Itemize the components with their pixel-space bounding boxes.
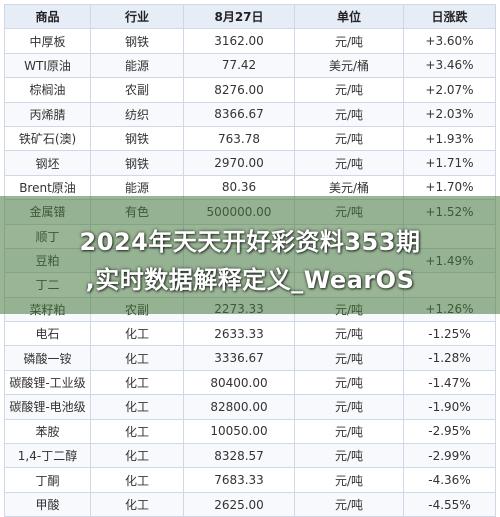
table-row: 铁矿石(澳) 钢铁 763.78 元/吨 +1.93%: [4, 125, 496, 152]
commodity-cell: 碳酸锂-电池级: [4, 394, 91, 420]
industry-cell: 钢铁: [90, 150, 184, 176]
change-cell: +1.93%: [403, 125, 496, 152]
commodity-cell: 丙烯腈: [4, 101, 91, 127]
commodity-cell: WTI原油: [4, 52, 91, 79]
change-cell: +2.03%: [403, 101, 496, 127]
unit-cell: 元/吨: [294, 321, 404, 347]
industry-cell: 能源: [90, 52, 184, 79]
commodity-cell: 碳酸锂-工业级: [4, 369, 91, 396]
price-cell: 10050.00: [183, 418, 295, 445]
unit-cell: 元/吨: [294, 77, 404, 103]
price-cell: 8366.67: [183, 101, 295, 127]
industry-cell: 化工: [90, 345, 184, 371]
table-row: 丁酮 化工 7683.33 元/吨 -4.36%: [4, 467, 496, 493]
table-row: 苯胺 化工 10050.00 元/吨 -2.95%: [4, 418, 496, 445]
table-row: WTI原油 能源 77.42 美元/桶 +3.46%: [4, 52, 496, 79]
unit-cell: 元/吨: [294, 491, 404, 517]
industry-cell: 化工: [90, 369, 184, 396]
price-cell: 2625.00: [183, 491, 295, 517]
industry-cell: 钢铁: [90, 125, 184, 152]
industry-cell: 农副: [90, 77, 184, 103]
change-cell: -2.95%: [403, 418, 496, 445]
header-industry: 行业: [90, 3, 184, 30]
price-cell: 7683.33: [183, 467, 295, 493]
table-row: 碳酸锂-电池级 化工 82800.00 元/吨 -1.90%: [4, 394, 496, 420]
industry-cell: 化工: [90, 467, 184, 493]
change-cell: +1.71%: [403, 150, 496, 176]
table-row: 中厚板 钢铁 3162.00 元/吨 +3.60%: [4, 28, 496, 54]
unit-cell: 元/吨: [294, 418, 404, 445]
unit-cell: 元/吨: [294, 443, 404, 469]
price-cell: 77.42: [183, 52, 295, 79]
price-cell: 763.78: [183, 125, 295, 152]
commodity-cell: 磷酸一铵: [4, 345, 91, 371]
header-unit: 单位: [294, 3, 404, 30]
commodity-cell: 棕榈油: [4, 77, 91, 103]
change-cell: -1.47%: [403, 369, 496, 396]
overlay-title-line1: 2024年天天开好彩资料353期: [79, 228, 421, 256]
table-header-row: 商品 行业 8月27日 单位 日涨跌: [4, 3, 496, 30]
industry-cell: 化工: [90, 321, 184, 347]
commodity-cell: 苯胺: [4, 418, 91, 445]
unit-cell: 元/吨: [294, 101, 404, 127]
change-cell: -4.36%: [403, 467, 496, 493]
header-date: 8月27日: [183, 3, 295, 30]
price-cell: 8276.00: [183, 77, 295, 103]
table-row: 电石 化工 2633.33 元/吨 -1.25%: [4, 321, 496, 347]
commodity-cell: 电石: [4, 321, 91, 347]
unit-cell: 元/吨: [294, 394, 404, 420]
industry-cell: 能源: [90, 174, 184, 201]
industry-cell: 钢铁: [90, 28, 184, 54]
header-commodity: 商品: [4, 3, 91, 30]
price-cell: 2633.33: [183, 321, 295, 347]
industry-cell: 化工: [90, 394, 184, 420]
industry-cell: 化工: [90, 418, 184, 445]
unit-cell: 元/吨: [294, 369, 404, 396]
industry-cell: 纺织: [90, 101, 184, 127]
header-daily-change: 日涨跌: [403, 3, 496, 30]
change-cell: -2.99%: [403, 443, 496, 469]
unit-cell: 元/吨: [294, 125, 404, 152]
unit-cell: 元/吨: [294, 150, 404, 176]
price-cell: 80400.00: [183, 369, 295, 396]
table-row: 碳酸锂-工业级 化工 80400.00 元/吨 -1.47%: [4, 369, 496, 396]
table-row: 1,4-丁二醇 化工 8328.57 元/吨 -2.99%: [4, 443, 496, 469]
change-cell: -4.55%: [403, 491, 496, 517]
change-cell: -1.90%: [403, 394, 496, 420]
table-row: 甲酸 化工 2625.00 元/吨 -4.55%: [4, 491, 496, 517]
commodity-cell: 钢坯: [4, 150, 91, 176]
unit-cell: 元/吨: [294, 28, 404, 54]
industry-cell: 化工: [90, 443, 184, 469]
commodity-cell: 甲酸: [4, 491, 91, 517]
commodity-cell: 1,4-丁二醇: [4, 443, 91, 469]
table-row: 磷酸一铵 化工 3336.67 元/吨 -1.28%: [4, 345, 496, 371]
industry-cell: 化工: [90, 491, 184, 517]
overlay-title-line2: ,实时数据解释定义_WearOS: [85, 266, 415, 294]
unit-cell: 元/吨: [294, 345, 404, 371]
price-cell: 3336.67: [183, 345, 295, 371]
change-cell: +3.60%: [403, 28, 496, 54]
unit-cell: 元/吨: [294, 467, 404, 493]
price-cell: 2970.00: [183, 150, 295, 176]
watermark-overlay-band: [0, 196, 500, 314]
table-row: 棕榈油 农副 8276.00 元/吨 +2.07%: [4, 77, 496, 103]
price-cell: 8328.57: [183, 443, 295, 469]
table-row: Brent原油 能源 80.36 美元/桶 +1.70%: [4, 174, 496, 201]
price-cell: 80.36: [183, 174, 295, 201]
table-row: 钢坯 钢铁 2970.00 元/吨 +1.71%: [4, 150, 496, 176]
price-cell: 3162.00: [183, 28, 295, 54]
commodity-cell: 丁酮: [4, 467, 91, 493]
commodity-cell: 中厚板: [4, 28, 91, 54]
table-row: 丙烯腈 纺织 8366.67 元/吨 +2.03%: [4, 101, 496, 127]
change-cell: +3.46%: [403, 52, 496, 79]
unit-cell: 美元/桶: [294, 52, 404, 79]
change-cell: -1.25%: [403, 321, 496, 347]
change-cell: +2.07%: [403, 77, 496, 103]
commodity-cell: 铁矿石(澳): [4, 125, 91, 152]
price-cell: 82800.00: [183, 394, 295, 420]
change-cell: -1.28%: [403, 345, 496, 371]
